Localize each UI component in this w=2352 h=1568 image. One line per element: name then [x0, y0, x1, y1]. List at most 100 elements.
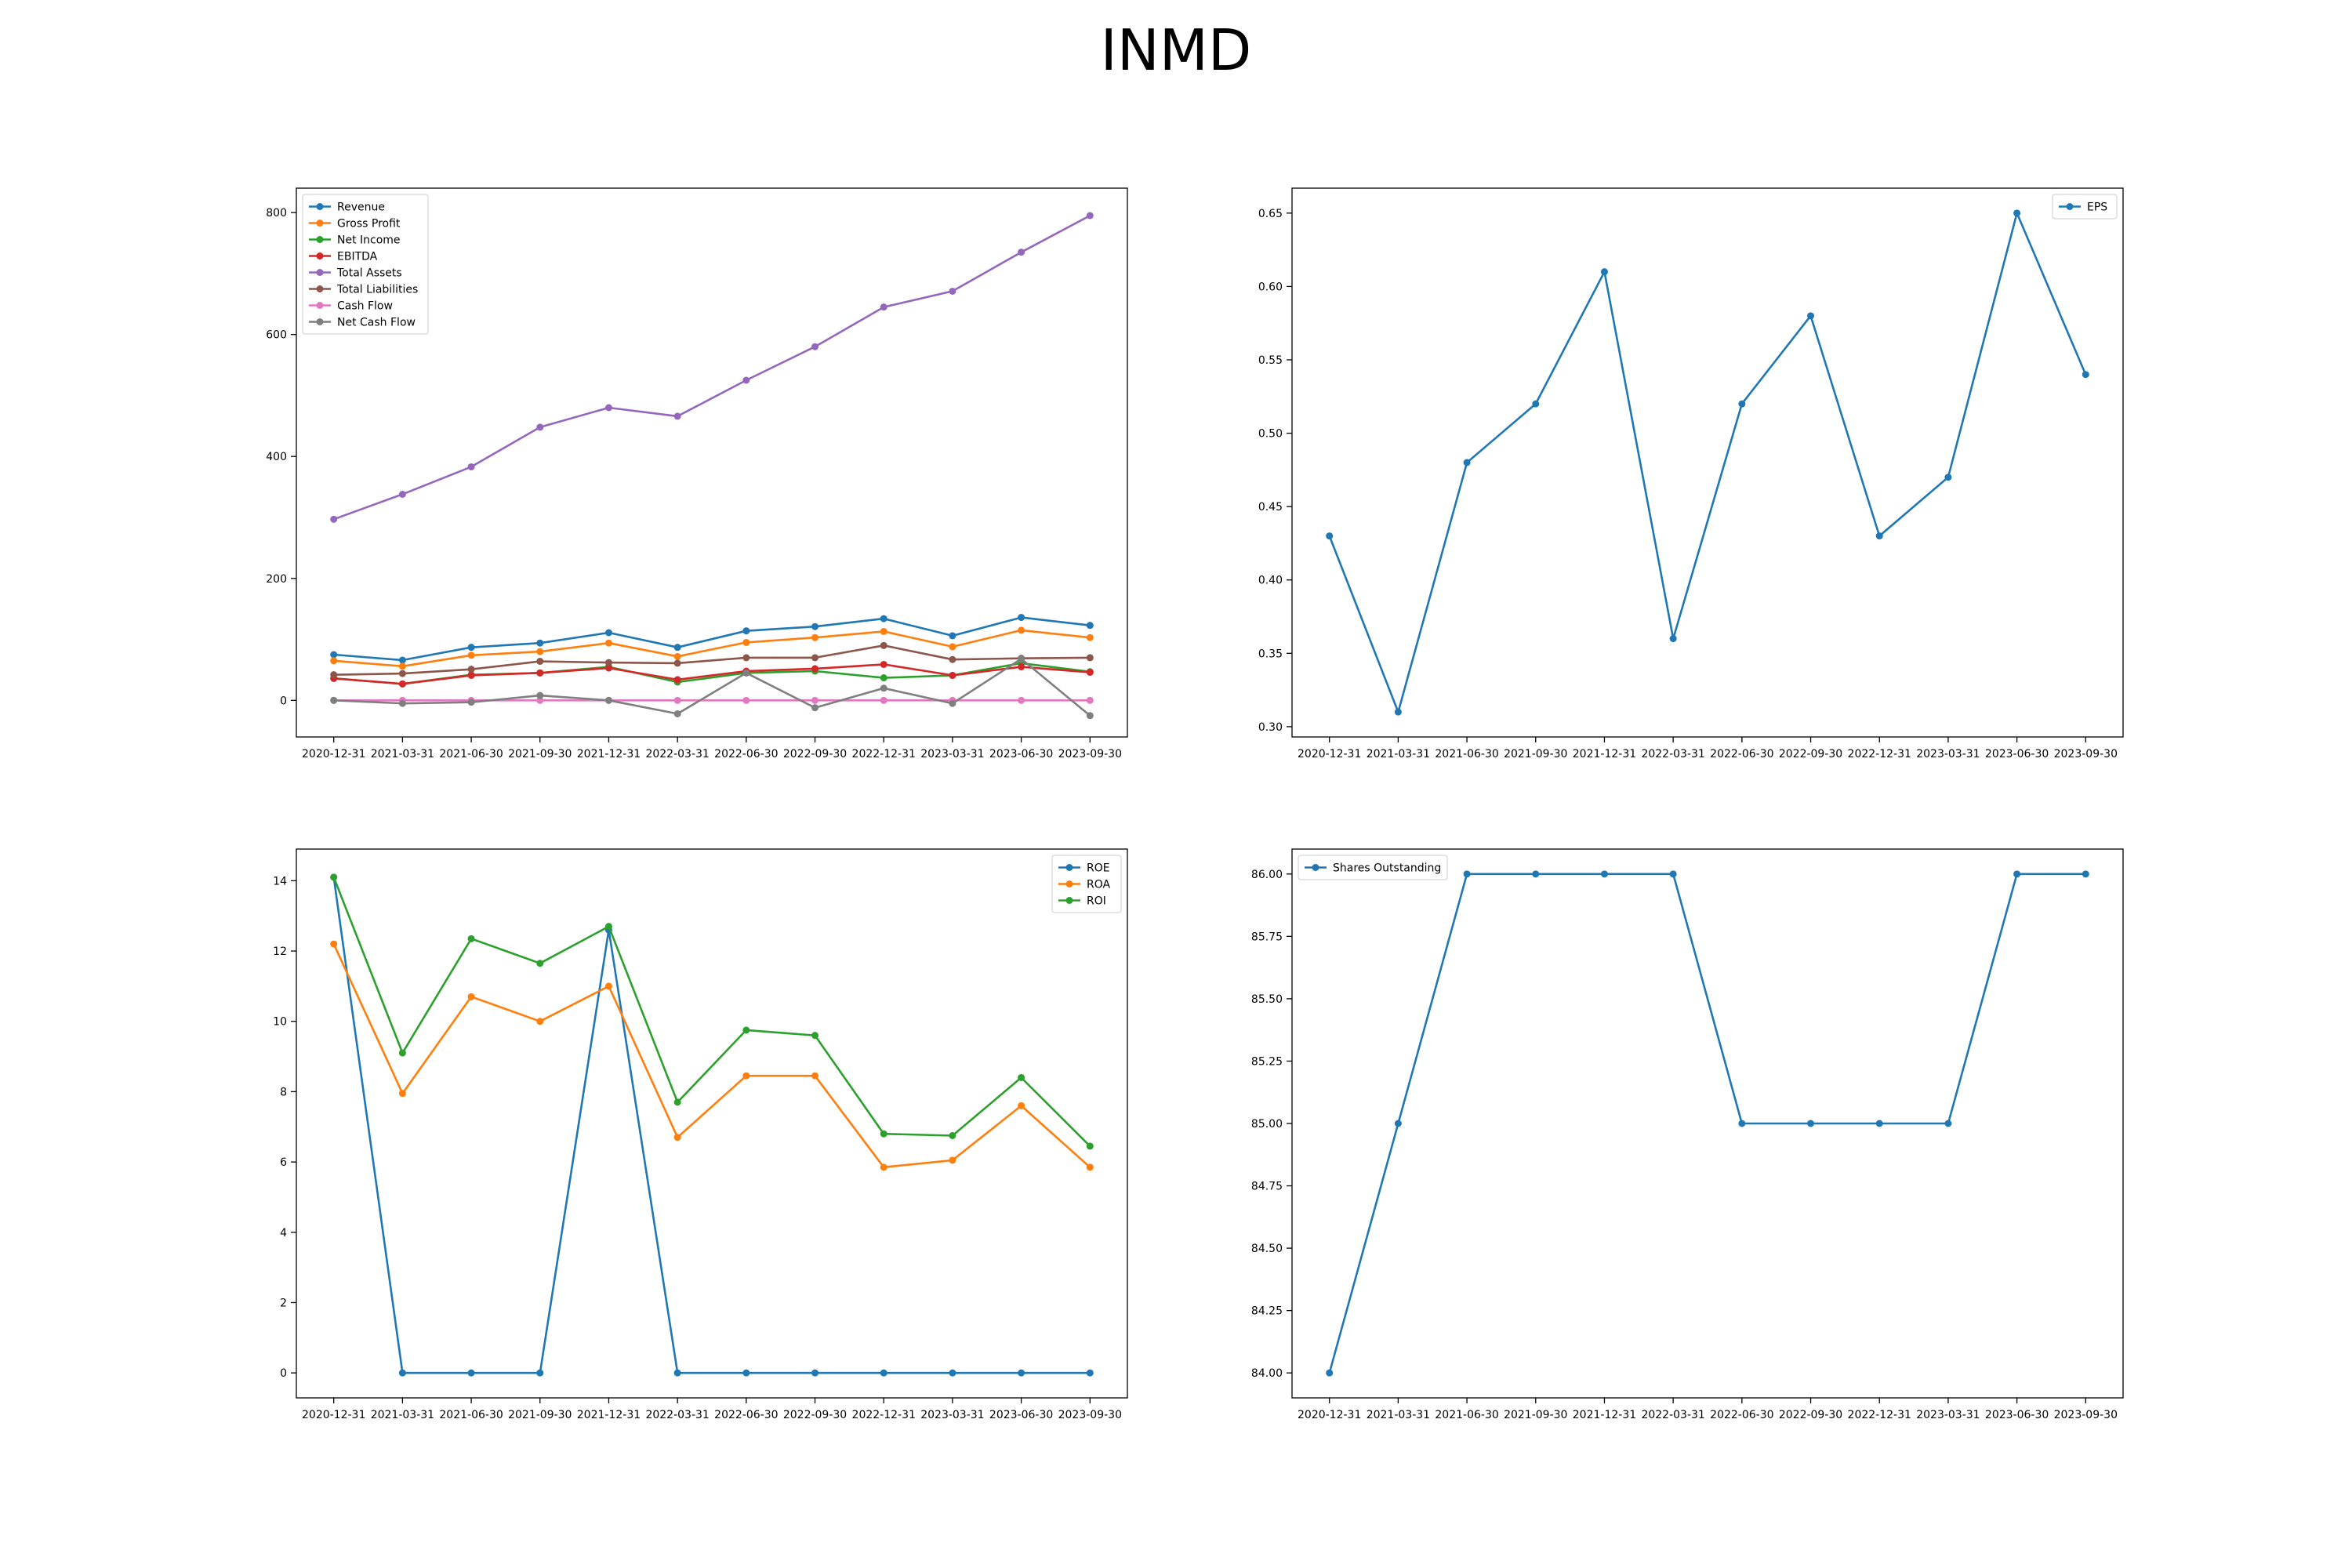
y-tick-label: 0.35: [1258, 648, 1283, 660]
y-tick-label: 84.25: [1251, 1305, 1283, 1318]
x-tick-label: 2020-12-31: [1298, 748, 1361, 760]
x-tick-label: 2022-12-31: [852, 748, 916, 760]
legend-label-shares-outstanding: Shares Outstanding: [1333, 862, 1441, 875]
x-tick-label: 2022-09-30: [783, 748, 847, 760]
data-point-roi: [398, 1049, 406, 1057]
data-point-ebitda: [949, 671, 956, 679]
legend-swatch-marker: [316, 318, 324, 325]
data-point-total-liabilities: [673, 659, 681, 667]
data-point-ebitda: [1086, 669, 1094, 677]
y-tick-label: 84.50: [1251, 1243, 1283, 1255]
data-point-total-assets: [330, 515, 338, 523]
y-tick-label: 0.30: [1258, 721, 1283, 734]
data-point-cash-flow: [673, 696, 681, 704]
data-point-net-cash-flow: [742, 669, 750, 677]
data-point-roi: [673, 1098, 681, 1106]
data-point-gross-profit: [811, 633, 819, 641]
legend-swatch-marker: [1065, 880, 1073, 887]
y-tick-label: 85.50: [1251, 993, 1283, 1006]
data-point-ebitda: [536, 669, 544, 677]
y-tick-label: 0.55: [1258, 354, 1283, 367]
x-tick-label: 2022-09-30: [1779, 1409, 1842, 1421]
x-tick-label: 2021-03-31: [371, 748, 434, 760]
data-point-roe: [880, 1369, 887, 1377]
x-tick-label: 2023-03-31: [920, 1409, 984, 1421]
data-point-roe: [467, 1369, 475, 1377]
data-point-shares-outstanding: [1600, 870, 1608, 878]
legend-label-roe: ROE: [1087, 862, 1110, 875]
data-point-total-assets: [673, 412, 681, 420]
legend-frame: [1298, 855, 1448, 880]
y-tick-label: 0.60: [1258, 281, 1283, 293]
x-tick-label: 2020-12-31: [1298, 1409, 1361, 1421]
data-point-eps: [1875, 532, 1883, 540]
y-tick-label: 0.50: [1258, 428, 1283, 441]
legend-swatch-marker: [316, 252, 324, 260]
data-point-roa: [880, 1163, 887, 1171]
data-point-eps: [1600, 268, 1608, 276]
x-tick-label: 2022-06-30: [714, 1409, 778, 1421]
data-point-roe: [398, 1369, 406, 1377]
data-point-total-assets: [949, 287, 956, 295]
data-point-gross-profit: [536, 648, 544, 655]
axes-frame: [1291, 187, 2124, 738]
data-point-net-cash-flow: [949, 699, 956, 707]
data-point-ebitda: [880, 660, 887, 668]
legend-label-roi: ROI: [1087, 895, 1106, 908]
data-point-total-liabilities: [742, 654, 750, 662]
data-point-gross-profit: [1086, 633, 1094, 641]
x-tick-label: 2022-06-30: [1710, 1409, 1773, 1421]
data-point-eps: [2013, 209, 2021, 217]
data-point-revenue: [673, 644, 681, 652]
y-tick-label: 10: [273, 1016, 287, 1029]
data-point-gross-profit: [742, 638, 750, 646]
data-point-roi: [1086, 1142, 1094, 1150]
data-point-gross-profit: [949, 643, 956, 651]
data-point-total-assets: [467, 463, 475, 470]
x-tick-label: 2021-06-30: [1435, 748, 1498, 760]
data-point-roi: [1018, 1073, 1025, 1081]
data-point-eps: [1394, 708, 1402, 716]
data-point-revenue: [467, 644, 475, 652]
legend-swatch-marker: [316, 302, 324, 309]
y-tick-label: 200: [266, 573, 287, 586]
data-point-total-assets: [1086, 212, 1094, 220]
data-point-roa: [811, 1072, 819, 1080]
x-tick-label: 2022-03-31: [645, 748, 709, 760]
y-tick-label: 8: [280, 1086, 287, 1098]
x-tick-label: 2023-09-30: [1058, 1409, 1122, 1421]
data-point-net-cash-flow: [880, 684, 887, 692]
y-tick-label: 12: [273, 946, 287, 958]
x-tick-label: 2022-06-30: [714, 748, 778, 760]
data-point-total-liabilities: [880, 641, 887, 649]
data-point-shares-outstanding: [1669, 870, 1677, 878]
data-point-shares-outstanding: [1463, 870, 1471, 878]
series-line-gross-profit: [333, 629, 1091, 668]
x-tick-label: 2021-06-30: [439, 1409, 503, 1421]
y-tick-label: 85.25: [1251, 1055, 1283, 1068]
x-tick-label: 2023-09-30: [2054, 748, 2118, 760]
series-line-revenue: [333, 616, 1091, 662]
data-point-net-cash-flow: [398, 699, 406, 707]
legend-label-roa: ROA: [1087, 879, 1111, 891]
legend-label-eps: EPS: [2087, 201, 2107, 214]
data-point-total-liabilities: [811, 654, 819, 662]
data-point-total-assets: [880, 303, 887, 311]
axes-frame: [1291, 848, 2124, 1399]
legend-label-cash-flow: Cash Flow: [337, 300, 393, 313]
series-line-roe: [332, 877, 1091, 1374]
axes-frame: [296, 848, 1128, 1399]
data-point-cash-flow: [880, 696, 887, 704]
x-tick-label: 2021-12-31: [577, 1409, 641, 1421]
data-point-eps: [1738, 400, 1746, 408]
data-point-total-assets: [1018, 249, 1025, 256]
x-tick-label: 2020-12-31: [302, 1409, 365, 1421]
data-point-roa: [673, 1134, 681, 1142]
data-point-gross-profit: [604, 639, 612, 647]
data-point-shares-outstanding: [2082, 870, 2089, 878]
x-tick-label: 2021-06-30: [1435, 1409, 1498, 1421]
y-tick-label: 0: [280, 695, 287, 707]
data-point-revenue: [811, 622, 819, 630]
data-point-roe: [536, 1369, 544, 1377]
